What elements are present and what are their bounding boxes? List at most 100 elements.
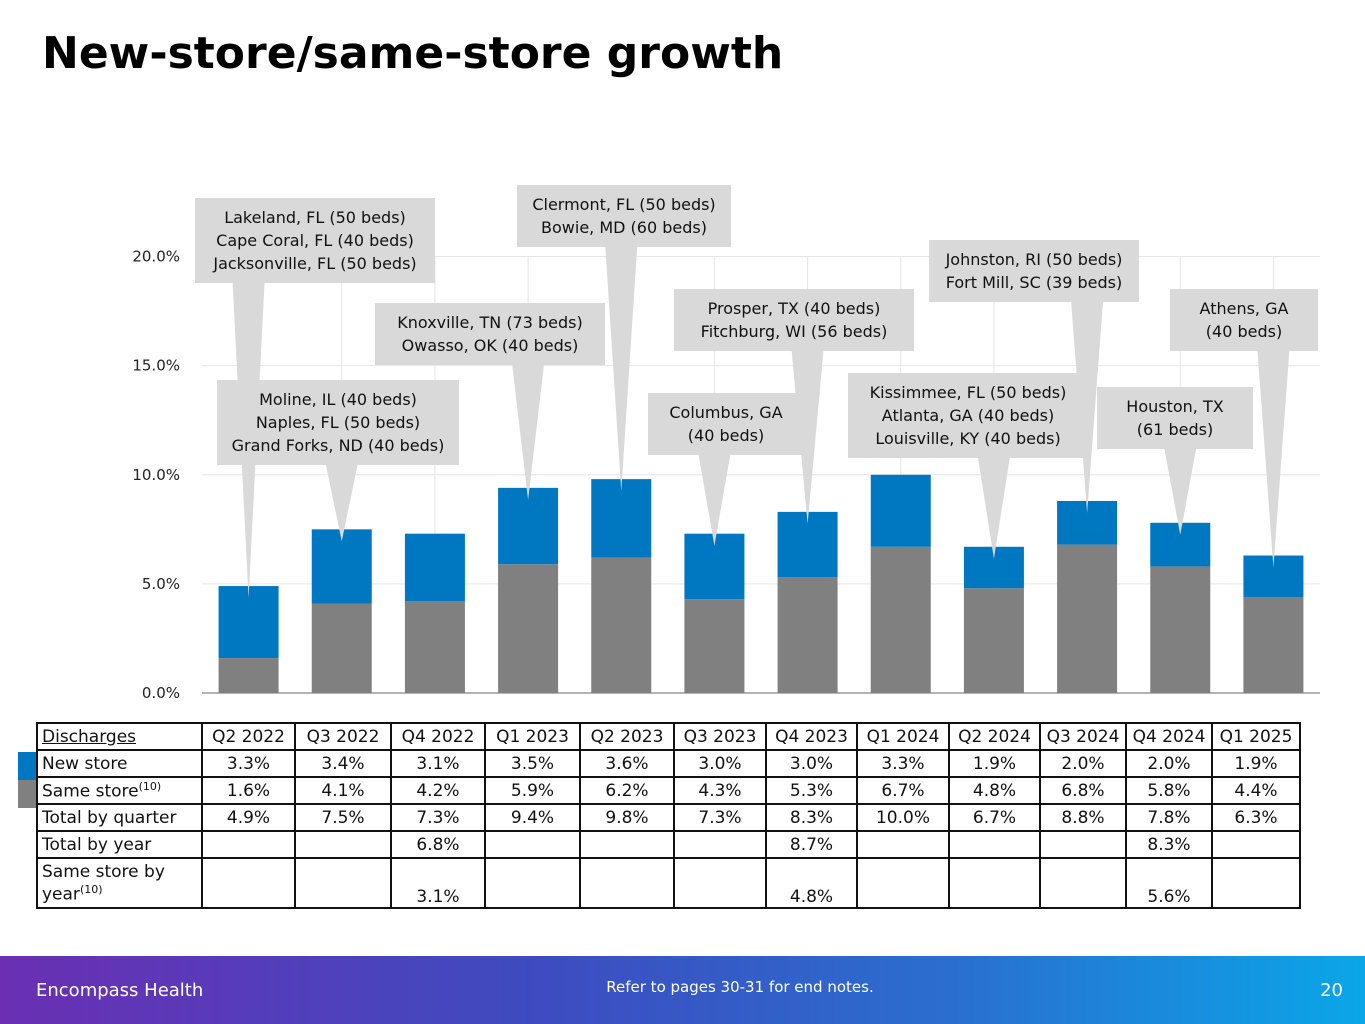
bar-same-store bbox=[963, 588, 1024, 693]
bar-new-store bbox=[311, 529, 372, 604]
callout-label: Jacksonville, FL (50 beds) bbox=[212, 254, 416, 273]
table-cell bbox=[294, 830, 392, 859]
col-header: Q3 2022 bbox=[294, 722, 392, 751]
table-cell: 7.8% bbox=[1125, 803, 1213, 832]
callout-label: Kissimmee, FL (50 beds) bbox=[870, 383, 1067, 402]
col-header: Q1 2024 bbox=[856, 722, 950, 751]
callout-pointer bbox=[1257, 350, 1290, 568]
page-number: 20 bbox=[1320, 980, 1343, 1001]
callout-label: Atlanta, GA (40 beds) bbox=[882, 406, 1054, 425]
callout-pointer bbox=[698, 454, 731, 546]
table-cell: 9.4% bbox=[484, 803, 581, 832]
callout-pointer bbox=[1164, 448, 1197, 535]
table-cell bbox=[1039, 857, 1127, 909]
brand-name: Encompass Health bbox=[36, 980, 204, 1001]
table-cell: 10.0% bbox=[856, 803, 950, 832]
bar-same-store bbox=[1150, 566, 1211, 693]
table-cell: 6.8% bbox=[390, 830, 486, 859]
table-cell: 6.3% bbox=[1211, 803, 1301, 832]
discharges-header: Discharges bbox=[36, 722, 203, 751]
y-axis: 0.0% 5.0% 10.0% 15.0% 20.0% bbox=[132, 248, 180, 702]
col-header: Q3 2023 bbox=[673, 722, 767, 751]
bar-same-store bbox=[870, 546, 931, 693]
callout-label: Cape Coral, FL (40 beds) bbox=[216, 231, 414, 250]
table-cell bbox=[201, 830, 296, 859]
table-cell bbox=[201, 857, 296, 909]
table-cell bbox=[484, 830, 581, 859]
table-cell: 1.9% bbox=[1211, 749, 1301, 778]
table-cell: 6.7% bbox=[948, 803, 1041, 832]
page-title: New-store/same-store growth bbox=[42, 28, 784, 79]
callout-label: Owasso, OK (40 beds) bbox=[402, 336, 579, 355]
table-cell: 4.3% bbox=[673, 776, 767, 805]
bar-same-store bbox=[777, 577, 838, 693]
callout-label: Knoxville, TN (73 beds) bbox=[397, 313, 582, 332]
bar-same-store bbox=[311, 603, 372, 693]
table-cell: 5.3% bbox=[765, 776, 858, 805]
table-cell: 5.8% bbox=[1125, 776, 1213, 805]
table-cell bbox=[673, 830, 767, 859]
col-header: Q2 2022 bbox=[201, 722, 296, 751]
bar-new-store bbox=[404, 533, 465, 602]
callout-label: Athens, GA bbox=[1200, 299, 1289, 318]
table-cell: 3.1% bbox=[390, 749, 486, 778]
callout-label: Louisville, KY (40 beds) bbox=[875, 429, 1060, 448]
row-label: New store bbox=[36, 749, 203, 778]
table-cell: 7.3% bbox=[673, 803, 767, 832]
table-cell: 8.3% bbox=[765, 803, 858, 832]
bar-same-store bbox=[591, 557, 652, 693]
bar-new-store bbox=[870, 474, 931, 547]
table-cell: 3.0% bbox=[673, 749, 767, 778]
table-cell: 4.2% bbox=[390, 776, 486, 805]
table-cell bbox=[1211, 857, 1301, 909]
table-cell: 4.9% bbox=[201, 803, 296, 832]
table-cell bbox=[579, 830, 675, 859]
table-cell bbox=[948, 830, 1041, 859]
table-cell: 5.9% bbox=[484, 776, 581, 805]
callout-box bbox=[648, 393, 804, 455]
table-cell bbox=[856, 830, 950, 859]
bar-same-store bbox=[404, 601, 465, 693]
table-cell: 3.3% bbox=[856, 749, 950, 778]
row-label: Total by year bbox=[36, 830, 203, 859]
end-notes-reference: Refer to pages 30-31 for end notes. bbox=[606, 978, 874, 996]
table-cell bbox=[1211, 830, 1301, 859]
callout-label: Johnston, RI (50 beds) bbox=[945, 250, 1123, 269]
table-cell: 6.7% bbox=[856, 776, 950, 805]
table-cell: 4.8% bbox=[765, 857, 858, 909]
callout-label: Grand Forks, ND (40 beds) bbox=[232, 436, 445, 455]
y-tick-label: 10.0% bbox=[132, 466, 180, 484]
callout-label: Prosper, TX (40 beds) bbox=[708, 299, 881, 318]
row-label-line2: year bbox=[42, 884, 80, 905]
col-header: Q4 2023 bbox=[765, 722, 858, 751]
row-label: Total by quarter bbox=[36, 803, 203, 832]
callout-label: (40 beds) bbox=[1206, 322, 1282, 341]
bar-same-store bbox=[1243, 596, 1304, 693]
callout-box bbox=[217, 380, 459, 465]
col-header: Q4 2024 bbox=[1125, 722, 1213, 751]
row-label-line1: Same store by bbox=[42, 861, 165, 882]
bar-same-store bbox=[218, 658, 279, 693]
callout-pointer bbox=[1071, 301, 1104, 513]
endnote-ref: (10) bbox=[79, 882, 103, 896]
table-cell: 3.6% bbox=[579, 749, 675, 778]
callout-pointer bbox=[512, 364, 545, 500]
callouts: Lakeland, FL (50 beds) Cape Coral, FL (40… bbox=[195, 185, 1318, 599]
table-cell: 1.6% bbox=[201, 776, 296, 805]
bar-same-store bbox=[498, 564, 559, 693]
bar-new-store bbox=[591, 479, 652, 558]
callout-box bbox=[1097, 387, 1253, 449]
table-cell bbox=[1039, 830, 1127, 859]
table-cell: 3.1% bbox=[390, 857, 486, 909]
table-cell bbox=[484, 857, 581, 909]
y-tick-label: 20.0% bbox=[132, 248, 180, 266]
table-cell bbox=[673, 857, 767, 909]
col-header: Q1 2025 bbox=[1211, 722, 1301, 751]
bar-new-store bbox=[498, 487, 559, 565]
new-store-legend-swatch bbox=[18, 752, 36, 780]
callout-label: Moline, IL (40 beds) bbox=[259, 390, 417, 409]
callout-box bbox=[929, 240, 1139, 302]
row-label-text: Same store bbox=[42, 781, 139, 802]
table-row-total-by-year: Total by year 6.8% 8.7% 8.3% bbox=[36, 830, 1301, 859]
callout-box bbox=[674, 289, 914, 351]
